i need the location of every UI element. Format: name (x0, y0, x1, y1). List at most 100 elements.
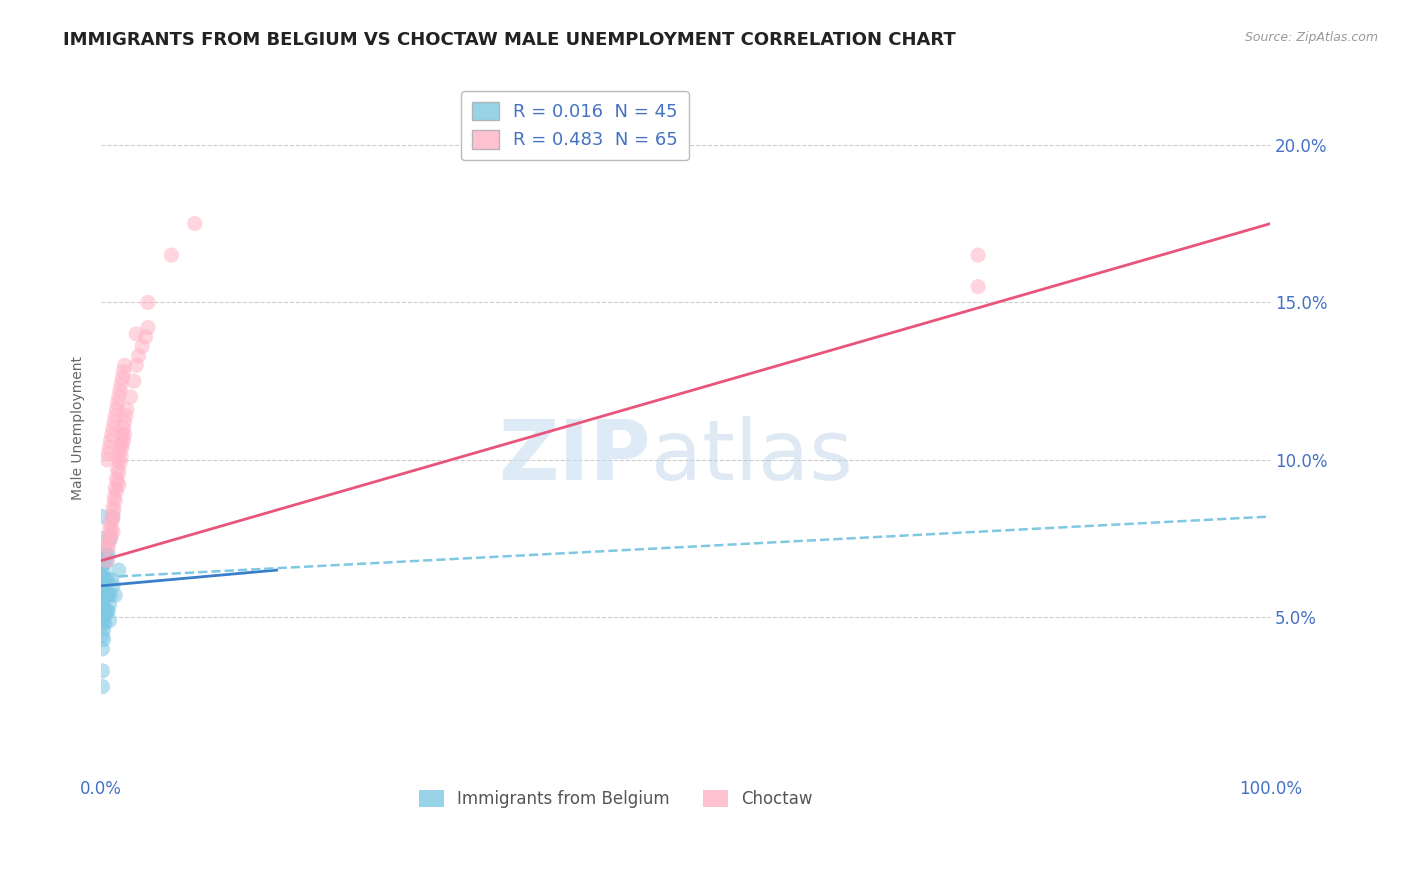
Point (107, 390, 129, 404)
Point (93, 632, 115, 647)
Point (97, 547, 120, 561)
Point (91, 664, 114, 678)
Point (107, 478, 129, 492)
Point (111, 371, 134, 385)
Point (91, 585, 114, 599)
Point (91, 532, 114, 546)
Legend: Immigrants from Belgium, Choctaw: Immigrants from Belgium, Choctaw (412, 783, 820, 815)
Text: IMMIGRANTS FROM BELGIUM VS CHOCTAW MALE UNEMPLOYMENT CORRELATION CHART: IMMIGRANTS FROM BELGIUM VS CHOCTAW MALE … (63, 31, 956, 49)
Point (105, 484, 128, 499)
Point (103, 491, 125, 505)
Point (91, 509, 114, 524)
Point (100, 427, 122, 442)
Point (97, 541, 120, 555)
Point (107, 396, 129, 410)
Point (112, 365, 135, 379)
Text: ZIP: ZIP (498, 416, 651, 497)
Point (108, 384, 131, 398)
Point (110, 437, 132, 451)
Point (98, 522, 121, 536)
Point (101, 513, 124, 527)
Point (125, 359, 148, 373)
Point (107, 466, 129, 480)
Point (98, 598, 121, 612)
Point (120, 390, 142, 404)
Point (93, 614, 115, 628)
Point (114, 359, 136, 373)
Point (108, 443, 131, 458)
Point (93, 616, 115, 631)
Point (96, 554, 118, 568)
Point (93, 557, 115, 571)
Point (93, 600, 115, 615)
Point (101, 579, 124, 593)
Point (100, 528, 122, 542)
Point (111, 440, 134, 454)
Point (101, 509, 124, 524)
Point (112, 434, 135, 448)
Point (94, 588, 117, 602)
Point (135, 330, 157, 344)
Point (101, 525, 124, 540)
Point (91, 569, 114, 583)
Point (104, 493, 127, 508)
Point (96, 554, 118, 568)
Point (93, 623, 115, 637)
Point (108, 456, 131, 470)
Point (96, 573, 118, 587)
Point (91, 616, 114, 631)
Point (128, 349, 150, 363)
Point (114, 409, 136, 423)
Point (98, 534, 121, 549)
Point (114, 427, 136, 442)
Point (122, 374, 145, 388)
Text: atlas: atlas (651, 416, 852, 497)
Point (967, 248, 990, 262)
Point (131, 339, 153, 353)
Point (100, 532, 122, 546)
Point (100, 522, 122, 536)
Point (91, 600, 114, 615)
Point (100, 573, 122, 587)
Point (107, 563, 129, 577)
Point (101, 421, 124, 435)
Point (94, 607, 117, 622)
Point (100, 588, 122, 602)
Point (93, 547, 115, 561)
Point (160, 248, 183, 262)
Point (93, 566, 115, 581)
Point (93, 604, 115, 618)
Point (91, 554, 114, 568)
Point (96, 538, 118, 552)
Point (967, 279, 990, 293)
Point (112, 421, 135, 435)
Point (96, 604, 118, 618)
Point (110, 377, 132, 392)
Point (91, 641, 114, 656)
Point (111, 427, 134, 442)
Point (96, 588, 118, 602)
Point (101, 500, 124, 514)
Point (100, 516, 122, 530)
Point (107, 462, 129, 476)
Point (136, 295, 159, 310)
Point (103, 503, 125, 517)
Point (98, 614, 121, 628)
Point (97, 532, 120, 546)
Point (91, 569, 114, 583)
Point (94, 573, 117, 587)
Point (98, 440, 121, 454)
Point (97, 588, 120, 602)
Point (110, 450, 132, 464)
Point (114, 415, 136, 429)
Point (100, 434, 122, 448)
Point (91, 629, 114, 643)
Point (104, 588, 127, 602)
Point (125, 326, 148, 341)
Point (105, 472, 128, 486)
Point (91, 680, 114, 694)
Point (96, 453, 118, 467)
Point (93, 588, 115, 602)
Point (115, 402, 138, 417)
Point (100, 509, 122, 524)
